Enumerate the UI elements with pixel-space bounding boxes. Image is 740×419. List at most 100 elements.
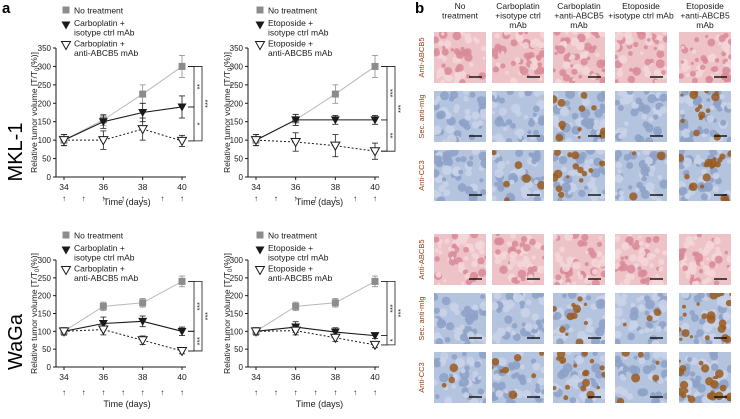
- dose-arrow: ↑: [353, 194, 357, 203]
- tile-nucleus: [650, 392, 656, 398]
- tile-dab-stain: [631, 151, 637, 156]
- tile-cell: [565, 38, 569, 42]
- tile-cell: [540, 245, 544, 251]
- tile-nucleus: [660, 352, 667, 359]
- tile-nucleus: [644, 295, 651, 302]
- tile-cell: [656, 50, 665, 59]
- tile-cell: [564, 234, 574, 241]
- tile-nucleus: [533, 195, 541, 201]
- tile-cell: [507, 264, 513, 270]
- tile-nucleus: [644, 156, 653, 165]
- tile-cell: [644, 58, 652, 66]
- tile-nucleus: [630, 307, 639, 316]
- tile-nucleus: [591, 186, 598, 192]
- column-header-3: mAb: [570, 20, 588, 30]
- tile-cell: [477, 257, 485, 265]
- tile-nucleus: [534, 179, 539, 185]
- tile-cell: [468, 62, 474, 67]
- tile-nucleus: [435, 159, 444, 168]
- tile-nucleus: [454, 309, 460, 316]
- tile-dab-stain: [706, 392, 714, 400]
- tile-nucleus: [617, 91, 627, 98]
- tile-cell: [441, 63, 446, 68]
- tile-nucleus: [479, 178, 484, 183]
- tile-dab-stain: [599, 365, 605, 371]
- tile-dab-stain: [555, 133, 564, 142]
- column-header-3: +anti-ABCB5: [554, 11, 604, 21]
- tile-dab-stain: [553, 305, 557, 312]
- tile-cell: [509, 258, 517, 266]
- tile-nucleus: [664, 376, 667, 382]
- tile-nucleus: [700, 193, 708, 201]
- tile-nucleus: [492, 110, 496, 115]
- tile-nucleus: [698, 318, 706, 325]
- bracket-line: [188, 66, 203, 142]
- tile-cell: [714, 255, 723, 264]
- tile-cell: [680, 63, 690, 72]
- tile-cell: [515, 34, 524, 43]
- tile-nucleus: [652, 352, 661, 359]
- bracket-line: [188, 280, 203, 352]
- tile-nucleus: [640, 189, 650, 200]
- tile-nucleus: [615, 161, 623, 169]
- column-header-2: +isotype ctrl: [495, 11, 541, 21]
- tile-nucleus: [462, 352, 467, 357]
- tile-cell: [510, 60, 517, 66]
- row-label-4: Anti-ABCB5: [417, 239, 426, 279]
- tile-cell: [600, 270, 605, 278]
- micrograph-tile: [615, 32, 667, 83]
- tile-content: [434, 32, 486, 83]
- data-point: [99, 302, 107, 310]
- tile-cell: [516, 249, 521, 254]
- tile-nucleus: [444, 336, 451, 343]
- tile-cell: [690, 277, 694, 281]
- tile-nucleus: [442, 181, 449, 188]
- tile-nucleus: [529, 117, 534, 123]
- tile-nucleus: [444, 396, 453, 403]
- tile-nucleus: [719, 94, 725, 100]
- tile-nucleus: [601, 169, 605, 175]
- tile-cell: [726, 255, 731, 264]
- tile-nucleus: [595, 370, 604, 379]
- tile-cell: [694, 37, 700, 43]
- dose-arrow: ↑: [353, 388, 357, 397]
- tile-nucleus: [439, 372, 449, 383]
- tile-nucleus: [581, 97, 591, 107]
- tile-dab-stain: [653, 308, 662, 316]
- tile-content: [492, 352, 544, 403]
- tile-dab-stain: [679, 327, 682, 332]
- tile-cell: [444, 238, 450, 244]
- tile-cell: [474, 38, 480, 44]
- tile-nucleus: [435, 127, 441, 133]
- data-point: [138, 109, 148, 117]
- y-tick-label: 100: [38, 327, 52, 336]
- tile-content: [492, 150, 544, 201]
- tile-nucleus: [598, 319, 605, 330]
- significance-bracket: ***: [188, 280, 212, 352]
- tile-dab-stain: [701, 313, 708, 320]
- significance-bracket: ***: [188, 280, 204, 332]
- series-line: [255, 66, 376, 141]
- tile-dab-stain: [704, 91, 709, 94]
- dose-arrow: ↑: [62, 194, 66, 203]
- tile-cell: [699, 64, 706, 70]
- tile-nucleus: [458, 169, 464, 175]
- tile-dab-stain: [700, 114, 704, 118]
- x-tick-label: 34: [251, 182, 261, 192]
- dose-arrow: ↑: [254, 194, 258, 203]
- tile-nucleus: [511, 323, 518, 329]
- tile-cell: [592, 268, 599, 275]
- bracket-line: [381, 280, 388, 337]
- tile-cell: [562, 263, 571, 272]
- tile-nucleus: [649, 165, 656, 172]
- tile-nucleus: [517, 167, 526, 176]
- tile-cell: [694, 57, 699, 63]
- tile-nucleus: [496, 327, 506, 337]
- tile-cell: [693, 235, 698, 241]
- tile-nucleus: [624, 121, 629, 126]
- tile-cell: [685, 270, 690, 275]
- tile-cell: [654, 248, 660, 254]
- tile-dab-stain: [580, 385, 587, 392]
- tile-nucleus: [471, 150, 480, 155]
